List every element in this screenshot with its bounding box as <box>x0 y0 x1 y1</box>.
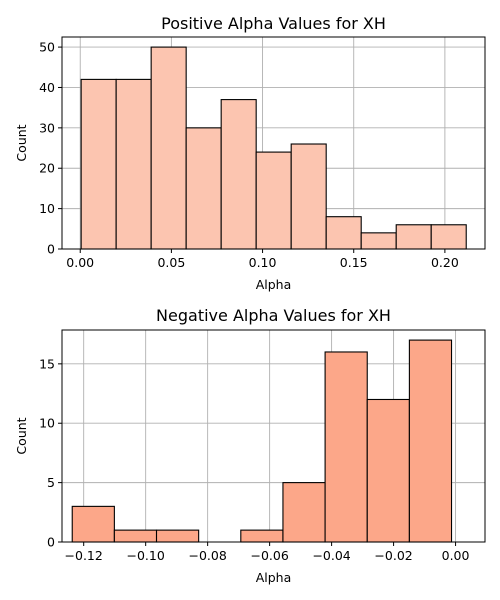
x-axis-label: Alpha <box>256 570 292 585</box>
histogram-bar <box>80 78 117 250</box>
histogram-positive-alpha: Positive Alpha Values for XH 0.00 0.05 0.1… <box>14 14 486 292</box>
histogram-bar <box>325 216 362 250</box>
histogram-bar <box>366 398 410 543</box>
x-tick-label: −0.08 <box>188 548 226 563</box>
histogram-bar <box>115 78 152 250</box>
x-tick-label: 0.00 <box>66 255 94 270</box>
y-tick-label: 0 <box>47 535 55 550</box>
x-tick-label: −0.10 <box>127 548 165 563</box>
histogram-bar <box>240 529 284 543</box>
histogram-bar <box>220 99 257 250</box>
plot-frame <box>61 329 486 543</box>
x-tick-label: 0.20 <box>431 255 459 270</box>
y-tick-label: 15 <box>39 356 55 371</box>
y-axis-label: Count <box>14 417 29 454</box>
y-tick-label: 5 <box>47 475 55 490</box>
y-tick-label: 30 <box>39 120 55 135</box>
histogram-bar <box>290 143 327 250</box>
histogram-bar <box>113 529 158 543</box>
x-tick-label: 0.00 <box>442 548 470 563</box>
y-tick-label: 40 <box>39 80 55 95</box>
y-tick-label: 20 <box>39 161 55 176</box>
plot-frame <box>61 36 486 250</box>
histogram-bar <box>360 232 397 250</box>
histogram-bar <box>324 351 368 543</box>
x-tick-label: 0.05 <box>157 255 185 270</box>
histogram-bar <box>408 339 453 543</box>
x-tick-label: −0.04 <box>312 548 350 563</box>
histogram-bar <box>430 224 467 250</box>
chart-title: Negative Alpha Values for XH <box>156 306 391 325</box>
y-tick-label: 0 <box>47 242 55 257</box>
x-tick-label: −0.02 <box>374 548 412 563</box>
histogram-bar <box>255 151 292 250</box>
histogram-bar <box>282 482 326 543</box>
chart-title: Positive Alpha Values for XH <box>161 14 386 33</box>
histogram-bar <box>71 505 115 543</box>
x-axis-label: Alpha <box>256 277 292 292</box>
histogram-bar <box>155 529 200 543</box>
y-tick-label: 50 <box>39 40 55 55</box>
histogram-bar <box>150 46 187 250</box>
x-tick-label: −0.12 <box>65 548 103 563</box>
y-axis-label: Count <box>14 124 29 161</box>
histogram-bar <box>185 127 222 250</box>
x-tick-label: 0.15 <box>340 255 368 270</box>
x-tick-label: 0.10 <box>249 255 277 270</box>
y-tick-label: 10 <box>39 416 55 431</box>
histogram-negative-alpha: Negative Alpha Values for XH −0.12 −0.10 −… <box>14 306 486 585</box>
histogram-bar <box>395 224 432 250</box>
y-tick-label: 10 <box>39 201 55 216</box>
x-tick-label: −0.06 <box>250 548 288 563</box>
